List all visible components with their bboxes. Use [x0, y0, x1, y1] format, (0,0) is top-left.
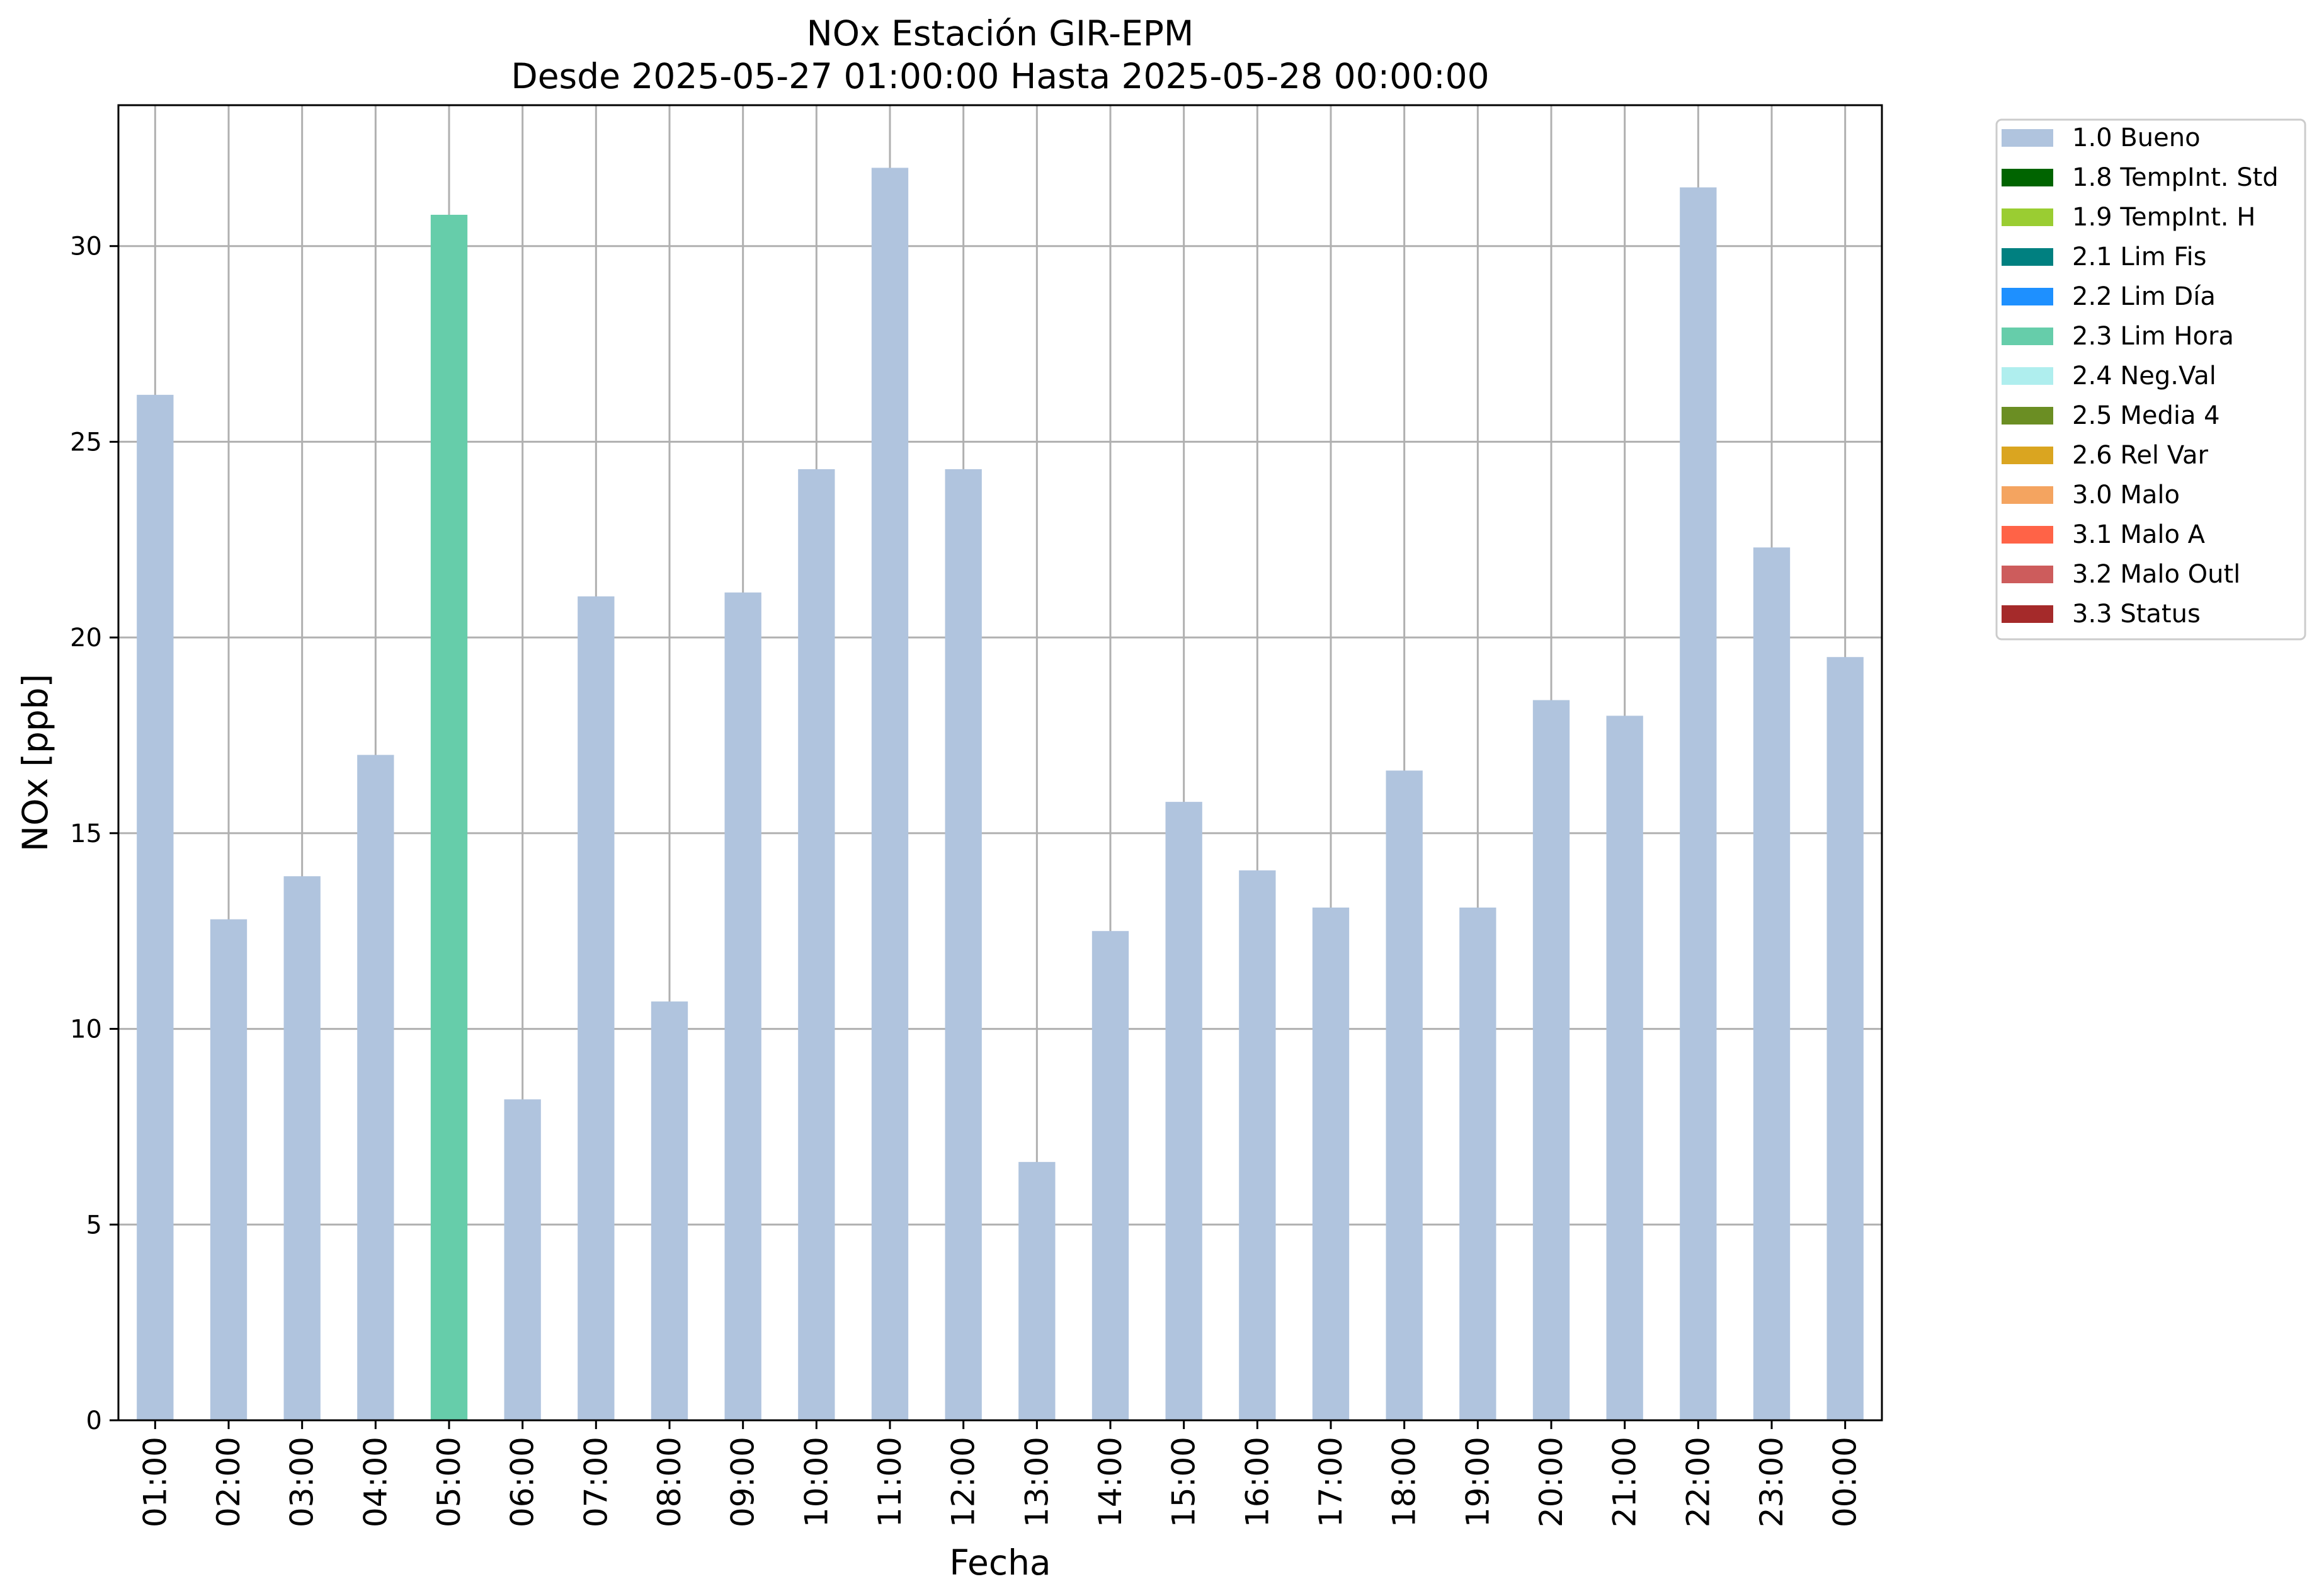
y-tick-label: 10 — [70, 1015, 102, 1044]
legend-swatch — [2002, 169, 2053, 186]
x-tick-label: 10:00 — [798, 1437, 835, 1527]
bar-2200 — [1680, 187, 1717, 1420]
bar-1000 — [798, 469, 835, 1420]
bar-1800 — [1386, 770, 1423, 1420]
y-tick-label: 15 — [70, 819, 102, 848]
x-tick-label: 20:00 — [1533, 1437, 1570, 1527]
legend-swatch — [2002, 129, 2053, 147]
x-tick-label: 11:00 — [872, 1437, 908, 1527]
legend-swatch — [2002, 447, 2053, 464]
x-tick-label: 00:00 — [1827, 1437, 1864, 1527]
legend-label: 2.1 Lim Fis — [2072, 242, 2206, 271]
legend-label: 1.8 TempInt. Std — [2072, 163, 2279, 192]
x-tick-label: 03:00 — [284, 1437, 321, 1527]
legend-swatch — [2002, 288, 2053, 305]
legend-swatch — [2002, 526, 2053, 544]
legend-box — [1995, 118, 2306, 641]
x-tick-label: 14:00 — [1092, 1437, 1129, 1527]
bar-0200 — [210, 919, 248, 1420]
x-tick-label: 02:00 — [210, 1437, 247, 1527]
x-ticks: 01:00 02:00 03:00 04:00 05:00 06:00 07:00 08:00… — [137, 1420, 1864, 1527]
legend-swatch — [2002, 407, 2053, 425]
y-axis-label: NOx [ppb] — [15, 674, 55, 852]
bar-1900 — [1459, 907, 1496, 1420]
x-tick-label: 17:00 — [1313, 1437, 1349, 1527]
y-tick-label: 20 — [70, 624, 102, 653]
bar-1700 — [1312, 907, 1350, 1420]
x-axis-label: Fecha — [949, 1542, 1051, 1583]
legend-label: 2.6 Rel Var — [2072, 441, 2209, 470]
chart-subtitle: Desde 2025-05-27 01:00:00 Hasta 2025-05-… — [511, 56, 1489, 96]
bar-1100 — [871, 168, 909, 1420]
legend-swatch — [2002, 566, 2053, 583]
legend-swatch — [2002, 605, 2053, 623]
bar-0800 — [651, 1001, 688, 1420]
plot-frame — [117, 104, 1883, 1422]
bars — [137, 168, 1864, 1421]
x-tick-label: 09:00 — [725, 1437, 761, 1527]
bar-2000 — [1532, 700, 1570, 1420]
bar-0900 — [724, 592, 761, 1420]
bar-0600 — [504, 1099, 541, 1420]
x-tick-label: 06:00 — [504, 1437, 541, 1527]
y-tick-label: 0 — [86, 1406, 102, 1435]
legend-label: 3.1 Malo A — [2072, 520, 2206, 549]
x-tick-label: 23:00 — [1753, 1437, 1790, 1527]
legend-label: 3.2 Malo Outl — [2072, 560, 2240, 589]
bar-0300 — [283, 876, 321, 1420]
x-tick-label: 05:00 — [431, 1437, 467, 1527]
bar-0700 — [578, 596, 615, 1421]
legend-swatch — [2002, 328, 2053, 345]
bar-0500 — [430, 215, 468, 1420]
bar-1400 — [1091, 931, 1129, 1420]
bar-0400 — [357, 755, 394, 1420]
x-tick-label: 01:00 — [137, 1437, 173, 1527]
legend-label: 2.5 Media 4 — [2072, 401, 2220, 430]
legend-label: 2.3 Lim Hora — [2072, 322, 2234, 351]
y-tick-label: 25 — [70, 428, 102, 457]
legend-swatch — [2002, 208, 2053, 226]
bar-0100 — [137, 394, 174, 1420]
bar-1300 — [1018, 1161, 1056, 1420]
x-tick-label: 19:00 — [1459, 1437, 1496, 1527]
x-tick-label: 21:00 — [1607, 1437, 1643, 1527]
x-tick-label: 18:00 — [1386, 1437, 1423, 1527]
legend-swatch — [2002, 367, 2053, 385]
bar-1600 — [1239, 870, 1276, 1420]
y-ticks: 0 5 10 15 20 25 30 — [70, 232, 118, 1435]
x-tick-label: 16:00 — [1239, 1437, 1275, 1527]
x-tick-label: 08:00 — [651, 1437, 688, 1527]
legend-label: 2.2 Lim Día — [2072, 282, 2216, 311]
x-tick-label: 22:00 — [1680, 1437, 1716, 1527]
bar-0000 — [1826, 657, 1864, 1420]
y-tick-label: 30 — [70, 232, 102, 261]
x-tick-label: 04:00 — [357, 1437, 394, 1527]
y-tick-label: 5 — [86, 1211, 102, 1240]
x-tick-label: 13:00 — [1018, 1437, 1055, 1527]
legend-label: 2.4 Neg.Val — [2072, 362, 2216, 390]
x-tick-label: 07:00 — [578, 1437, 614, 1527]
legend-label: 3.0 Malo — [2072, 481, 2180, 510]
legend: 1.0 Bueno 1.8 TempInt. Std 1.9 TempInt. H 2… — [1995, 118, 2306, 641]
legend-label: 1.0 Bueno — [2072, 123, 2201, 152]
x-tick-label: 15:00 — [1166, 1437, 1202, 1527]
x-tick-label: 12:00 — [945, 1437, 982, 1527]
legend-label: 1.9 TempInt. H — [2072, 203, 2255, 232]
bar-1500 — [1165, 802, 1202, 1420]
legend-swatch — [2002, 248, 2053, 266]
bar-1200 — [945, 469, 982, 1420]
chart-title: NOx Estación GIR-EPM — [807, 13, 1194, 54]
bar-2100 — [1606, 715, 1643, 1420]
legend-swatch — [2002, 486, 2053, 504]
legend-label: 3.3 Status — [2072, 600, 2201, 629]
bar-2300 — [1753, 547, 1791, 1420]
